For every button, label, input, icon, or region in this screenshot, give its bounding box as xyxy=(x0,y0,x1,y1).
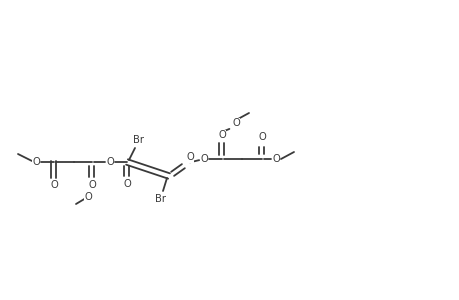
Text: O: O xyxy=(186,152,193,162)
Text: O: O xyxy=(232,118,239,128)
Text: O: O xyxy=(88,180,95,190)
Text: O: O xyxy=(106,157,114,167)
Text: O: O xyxy=(50,180,58,190)
Text: O: O xyxy=(257,132,265,142)
Text: O: O xyxy=(32,157,40,167)
Text: Br: Br xyxy=(155,194,166,204)
Text: O: O xyxy=(123,179,131,189)
Text: O: O xyxy=(218,130,225,140)
Text: O: O xyxy=(272,154,279,164)
Text: O: O xyxy=(200,154,207,164)
Text: Br: Br xyxy=(133,135,144,145)
Text: O: O xyxy=(84,192,92,202)
